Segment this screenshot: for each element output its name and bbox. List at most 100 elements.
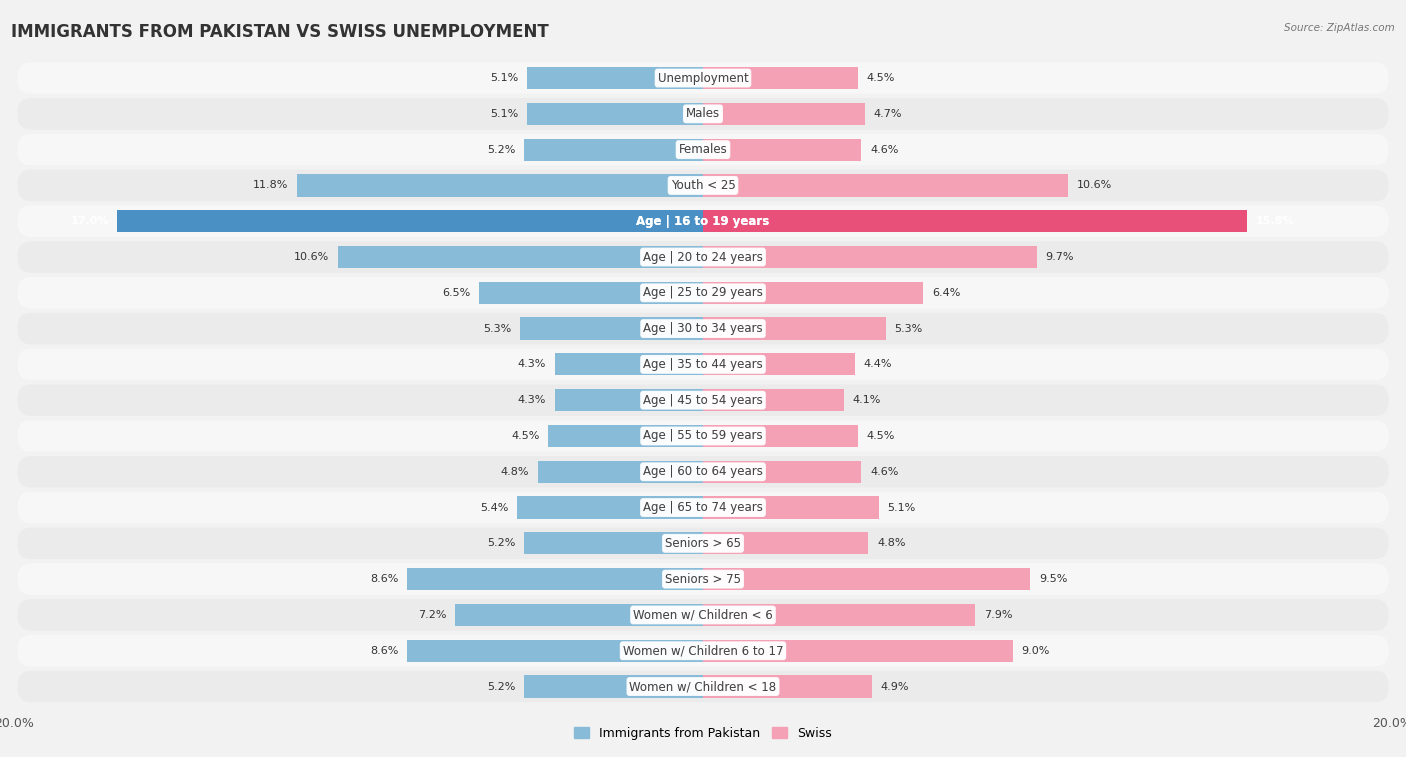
Bar [537,461,703,483]
FancyBboxPatch shape [17,349,1389,380]
Text: 5.2%: 5.2% [486,145,515,154]
Text: 5.2%: 5.2% [486,538,515,548]
Text: Age | 20 to 24 years: Age | 20 to 24 years [643,251,763,263]
FancyBboxPatch shape [17,492,1389,523]
Text: Age | 65 to 74 years: Age | 65 to 74 years [643,501,763,514]
Bar [703,103,865,125]
Bar [406,640,703,662]
Bar [703,354,855,375]
Text: 5.3%: 5.3% [484,323,512,334]
Text: 9.7%: 9.7% [1046,252,1074,262]
Bar [555,389,703,411]
Text: Seniors > 65: Seniors > 65 [665,537,741,550]
Text: 17.0%: 17.0% [70,217,108,226]
Bar [337,246,703,268]
Bar [524,675,703,698]
Text: 4.5%: 4.5% [866,73,896,83]
Text: 5.1%: 5.1% [887,503,915,512]
Text: Age | 30 to 34 years: Age | 30 to 34 years [643,322,763,335]
Text: 4.6%: 4.6% [870,145,898,154]
Bar [703,389,844,411]
Text: Women w/ Children 6 to 17: Women w/ Children 6 to 17 [623,644,783,657]
Text: 4.3%: 4.3% [517,360,547,369]
Text: 10.6%: 10.6% [294,252,329,262]
Text: Unemployment: Unemployment [658,72,748,85]
Bar [527,103,703,125]
FancyBboxPatch shape [17,205,1389,237]
Text: Age | 65 to 74 years: Age | 65 to 74 years [643,501,763,514]
Bar [297,174,703,197]
FancyBboxPatch shape [17,563,1389,595]
Text: Age | 30 to 34 years: Age | 30 to 34 years [643,322,763,335]
Bar [555,354,703,375]
Text: 15.8%: 15.8% [1256,217,1295,226]
Text: Seniors > 75: Seniors > 75 [665,572,741,586]
Text: 6.4%: 6.4% [932,288,960,298]
Text: 4.9%: 4.9% [880,681,908,692]
Text: Age | 45 to 54 years: Age | 45 to 54 years [643,394,763,407]
Text: 4.6%: 4.6% [870,467,898,477]
FancyBboxPatch shape [17,456,1389,488]
Text: 4.5%: 4.5% [866,431,896,441]
Bar [524,532,703,554]
FancyBboxPatch shape [17,420,1389,452]
Text: 9.0%: 9.0% [1022,646,1050,656]
FancyBboxPatch shape [17,600,1389,631]
Text: Males: Males [686,107,720,120]
FancyBboxPatch shape [17,98,1389,129]
FancyBboxPatch shape [17,170,1389,201]
Text: 8.6%: 8.6% [370,574,398,584]
Text: Seniors > 75: Seniors > 75 [665,572,741,586]
Text: 5.1%: 5.1% [491,109,519,119]
Text: 4.4%: 4.4% [863,360,891,369]
Bar [520,317,703,340]
FancyBboxPatch shape [17,134,1389,165]
Text: Women w/ Children < 18: Women w/ Children < 18 [630,680,776,693]
Bar [479,282,703,304]
Text: Age | 25 to 29 years: Age | 25 to 29 years [643,286,763,299]
Bar [517,497,703,519]
Text: Age | 35 to 44 years: Age | 35 to 44 years [643,358,763,371]
Text: Source: ZipAtlas.com: Source: ZipAtlas.com [1284,23,1395,33]
Bar [456,604,703,626]
Text: Males: Males [686,107,720,120]
Text: Age | 16 to 19 years: Age | 16 to 19 years [637,215,769,228]
Bar [548,425,703,447]
Bar [703,282,924,304]
Text: Age | 60 to 64 years: Age | 60 to 64 years [643,466,763,478]
Text: Unemployment: Unemployment [658,72,748,85]
Text: 7.2%: 7.2% [418,610,446,620]
Bar [524,139,703,160]
Bar [703,317,886,340]
Bar [703,246,1038,268]
Text: Women w/ Children < 18: Women w/ Children < 18 [630,680,776,693]
Bar [703,675,872,698]
Text: 4.1%: 4.1% [853,395,882,405]
Bar [703,425,858,447]
Bar [703,497,879,519]
Text: 7.9%: 7.9% [984,610,1012,620]
Text: Age | 35 to 44 years: Age | 35 to 44 years [643,358,763,371]
Text: Women w/ Children 6 to 17: Women w/ Children 6 to 17 [623,644,783,657]
Text: 4.8%: 4.8% [877,538,905,548]
Text: 5.3%: 5.3% [894,323,922,334]
Text: Age | 55 to 59 years: Age | 55 to 59 years [643,429,763,443]
Text: Age | 45 to 54 years: Age | 45 to 54 years [643,394,763,407]
Text: 5.4%: 5.4% [479,503,509,512]
Bar [703,67,858,89]
Bar [703,532,869,554]
Bar [703,210,1247,232]
Text: 4.8%: 4.8% [501,467,529,477]
Text: Females: Females [679,143,727,156]
Bar [703,640,1012,662]
Text: 5.2%: 5.2% [486,681,515,692]
FancyBboxPatch shape [17,635,1389,666]
Text: Females: Females [679,143,727,156]
Text: Seniors > 65: Seniors > 65 [665,537,741,550]
FancyBboxPatch shape [17,277,1389,309]
Text: Age | 20 to 24 years: Age | 20 to 24 years [643,251,763,263]
Text: Women w/ Children < 6: Women w/ Children < 6 [633,609,773,621]
Bar [703,568,1031,590]
Bar [703,139,862,160]
Text: 6.5%: 6.5% [443,288,471,298]
